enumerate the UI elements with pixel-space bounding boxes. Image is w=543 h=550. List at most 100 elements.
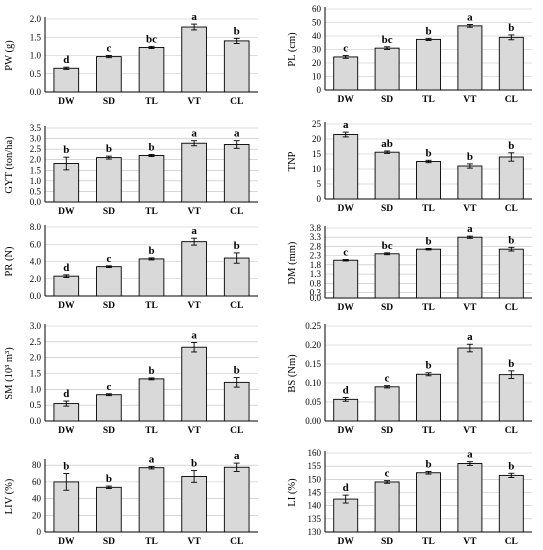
y-tick-label: 60 xyxy=(32,477,42,487)
y-tick-label: 2.0 xyxy=(30,274,42,284)
y-tick-label: 2.0 xyxy=(30,14,42,24)
bar xyxy=(457,165,483,200)
bar xyxy=(457,25,483,91)
category-label: TL xyxy=(422,204,435,214)
category-label: SD xyxy=(103,207,115,217)
bar xyxy=(498,374,524,422)
significance-letter: a xyxy=(234,128,240,140)
y-axis-label: LIV (%) xyxy=(4,478,15,514)
category-label: VT xyxy=(187,301,201,311)
category-label: CL xyxy=(505,303,518,313)
y-axis-label: DM (mm) xyxy=(287,241,298,284)
bar xyxy=(96,486,122,533)
bar xyxy=(181,26,207,93)
bar xyxy=(96,157,122,203)
category-label: SD xyxy=(381,426,393,436)
y-tick-label: 1.0 xyxy=(30,51,42,61)
significance-letter: b xyxy=(508,140,514,152)
bar xyxy=(223,381,250,422)
category-label: TL xyxy=(145,97,158,107)
y-axis-label: BS (Nm) xyxy=(287,354,298,393)
y-tick-label: 6.0 xyxy=(30,239,42,249)
significance-letter: a xyxy=(467,12,473,24)
category-label: TL xyxy=(145,426,158,436)
significance-letter: a xyxy=(467,223,473,235)
bar xyxy=(416,472,441,533)
significance-letter: bc xyxy=(146,33,157,45)
category-label: SD xyxy=(103,426,115,436)
category-label: SD xyxy=(381,204,393,214)
y-tick-label: 0 xyxy=(317,194,322,204)
significance-letter: c xyxy=(343,247,348,259)
bar xyxy=(96,394,122,422)
significance-letter: a xyxy=(234,450,240,462)
bar xyxy=(333,259,359,299)
y-tick-label: 140 xyxy=(308,501,322,511)
y-tick-label: 1.0 xyxy=(30,176,42,186)
bar xyxy=(374,253,400,299)
y-tick-label: 0.25 xyxy=(305,321,321,331)
y-tick-label: 1.5 xyxy=(30,32,42,42)
category-label: CL xyxy=(230,537,243,547)
bar xyxy=(457,236,483,299)
y-tick-label: 135 xyxy=(308,514,322,524)
y-tick-label: 0.3 xyxy=(310,287,322,297)
y-tick-label: 10 xyxy=(312,164,322,174)
y-tick-label: 20 xyxy=(312,134,322,144)
significance-letter: b xyxy=(425,458,431,470)
category-label: CL xyxy=(230,97,243,107)
category-label: VT xyxy=(187,426,201,436)
category-label: DW xyxy=(58,301,75,311)
category-label: DW xyxy=(338,204,355,214)
y-tick-label: 2.0 xyxy=(30,155,42,165)
significance-letter: b xyxy=(63,144,69,156)
y-axis-label: PL (cm) xyxy=(287,32,298,67)
y-tick-label: 5 xyxy=(317,179,322,189)
bar xyxy=(333,398,359,422)
significance-letter: a xyxy=(191,329,197,341)
y-tick-label: 2.5 xyxy=(30,144,42,154)
significance-letter: b xyxy=(106,473,112,485)
significance-letter: a xyxy=(467,449,473,461)
bar xyxy=(416,161,441,200)
significance-letter: b xyxy=(191,458,197,470)
y-tick-label: 2.5 xyxy=(30,337,42,347)
y-tick-label: 0.8 xyxy=(310,278,322,288)
y-tick-label: 15 xyxy=(312,149,322,159)
significance-letter: b xyxy=(425,235,431,247)
category-label: TL xyxy=(422,537,435,547)
significance-letter: d xyxy=(63,54,69,66)
y-tick-label: 3.3 xyxy=(310,232,322,242)
significance-letter: b xyxy=(508,460,514,472)
category-label: SD xyxy=(381,537,393,547)
significance-letter: bc xyxy=(382,240,393,252)
significance-letter: b xyxy=(63,461,69,473)
significance-letter: b xyxy=(425,147,431,159)
significance-letter: c xyxy=(106,43,111,55)
category-label: CL xyxy=(230,301,243,311)
y-tick-label: 40 xyxy=(32,494,42,504)
y-tick-label: 145 xyxy=(308,488,322,498)
y-tick-label: 1.5 xyxy=(30,165,42,175)
significance-letter: a xyxy=(191,225,197,237)
significance-letter: b xyxy=(148,141,154,153)
category-label: DW xyxy=(338,537,355,547)
y-tick-label: 2.0 xyxy=(30,353,42,363)
y-tick-label: 40 xyxy=(312,31,322,41)
y-tick-label: 1.5 xyxy=(30,369,42,379)
category-label: TL xyxy=(145,207,158,217)
category-label: TL xyxy=(422,303,435,313)
bar xyxy=(138,47,165,93)
y-tick-label: 0.15 xyxy=(305,359,321,369)
bar xyxy=(457,347,483,422)
y-tick-label: 0.00 xyxy=(305,416,321,426)
significance-letter: d xyxy=(343,482,349,494)
category-label: CL xyxy=(230,426,243,436)
significance-letter: b xyxy=(106,143,112,155)
significance-letter: ab xyxy=(381,138,393,150)
significance-letter: c xyxy=(343,43,348,55)
significance-letter: b xyxy=(148,245,154,257)
significance-letter: b xyxy=(467,151,473,163)
bar xyxy=(223,40,250,93)
